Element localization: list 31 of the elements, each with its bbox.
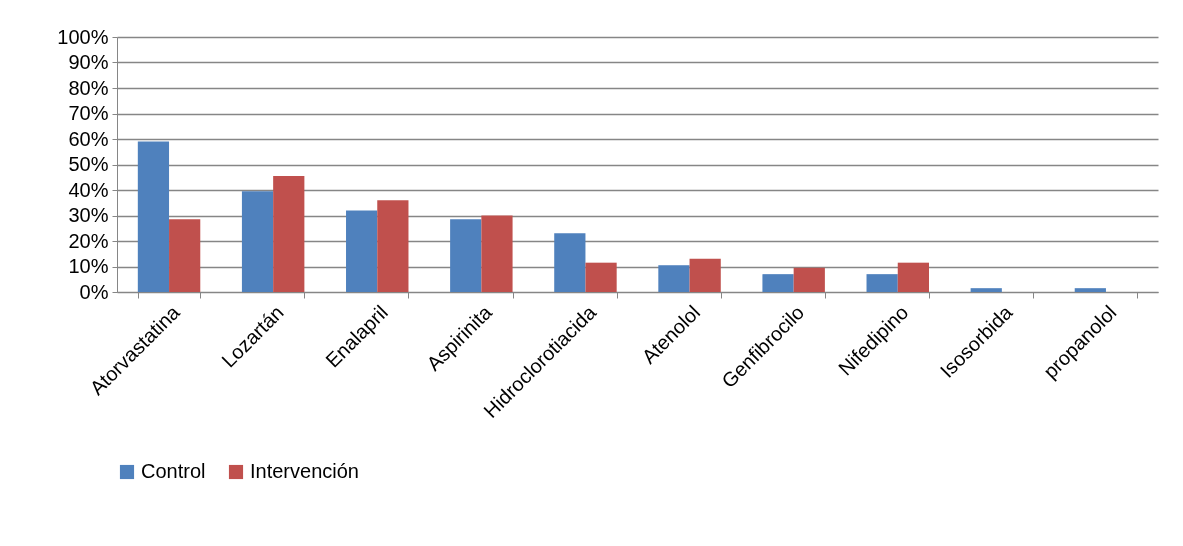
y-tick-label: 90%	[68, 51, 109, 73]
bar	[554, 233, 586, 292]
legend-label: Intervención	[250, 460, 359, 482]
bar	[273, 175, 305, 292]
y-tick-label: 100%	[57, 25, 109, 48]
bar	[689, 258, 721, 292]
bar	[481, 215, 513, 292]
bar	[1074, 288, 1106, 292]
bar	[450, 219, 482, 292]
bar	[346, 210, 378, 292]
bar	[658, 265, 690, 292]
bar	[897, 262, 929, 292]
bar	[866, 274, 898, 292]
y-tick-label: 60%	[68, 127, 109, 150]
y-tick-label: 80%	[68, 76, 109, 99]
bar	[970, 288, 1002, 292]
bar	[585, 262, 617, 292]
bar	[169, 219, 201, 292]
y-tick-label: 30%	[68, 204, 109, 226]
bar	[241, 191, 274, 292]
y-tick-label: 70%	[68, 102, 109, 124]
y-tick-label: 0%	[79, 280, 109, 303]
bar	[137, 141, 170, 292]
y-tick-label: 40%	[68, 178, 109, 201]
bar	[377, 200, 409, 292]
y-tick-label: 20%	[68, 229, 109, 252]
y-tick-label: 50%	[68, 153, 109, 175]
legend-label: Control	[141, 460, 206, 482]
bar	[762, 274, 794, 292]
y-tick-label: 10%	[68, 255, 109, 277]
bar	[793, 267, 825, 292]
